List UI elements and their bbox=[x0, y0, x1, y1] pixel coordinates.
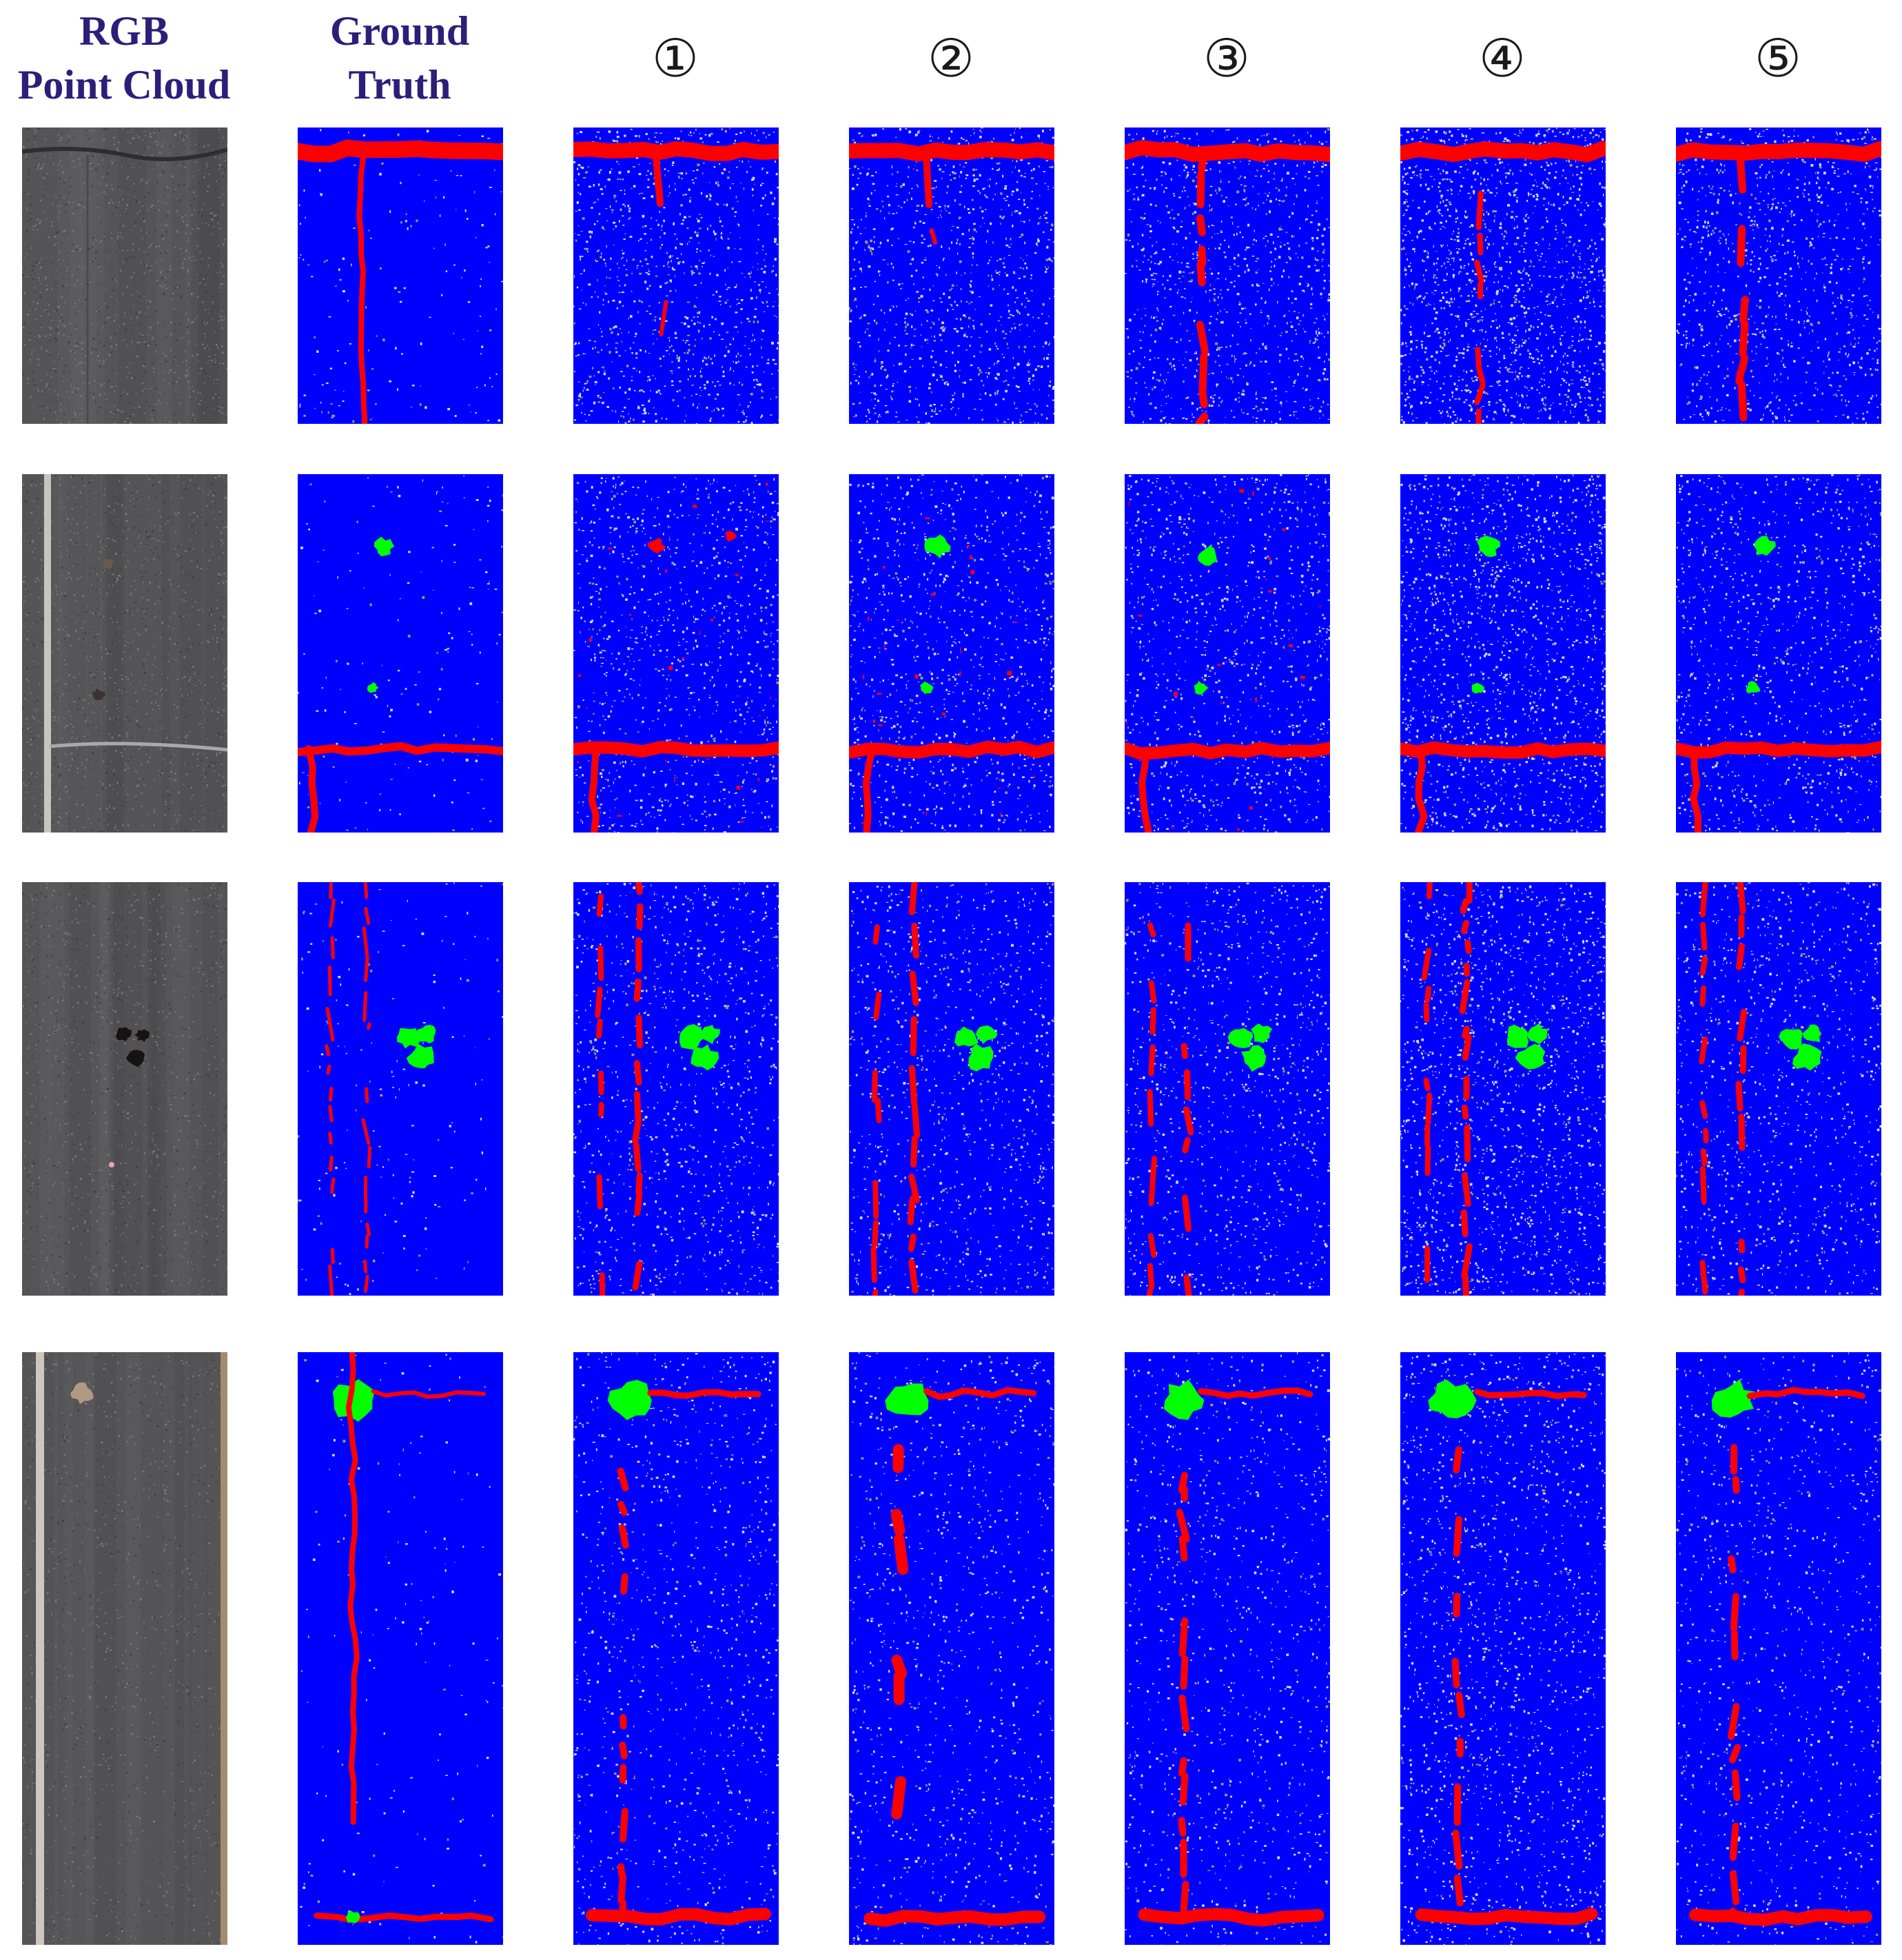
segmentation-map bbox=[1400, 127, 1606, 424]
segmentation-map bbox=[849, 474, 1054, 833]
panel-row2-rgb bbox=[22, 474, 227, 833]
segmentation-map bbox=[1125, 882, 1330, 1296]
panel-row2-method-5 bbox=[1676, 474, 1881, 833]
segmentation-map bbox=[1676, 474, 1881, 833]
segmentation-map bbox=[1676, 1352, 1881, 1945]
panel-row2-method-2 bbox=[849, 474, 1054, 833]
panel-row1-method-5 bbox=[1676, 127, 1881, 424]
panel-row3-rgb bbox=[22, 882, 227, 1296]
header-gt-line2: Truth bbox=[289, 58, 510, 112]
panel-row4-rgb bbox=[22, 1352, 227, 1945]
header-method-1: ① bbox=[572, 32, 779, 85]
panel-row1-rgb bbox=[22, 127, 227, 424]
panel-row2-method-3 bbox=[1125, 474, 1330, 833]
header-method-2: ② bbox=[848, 32, 1054, 85]
segmentation-map bbox=[1676, 127, 1881, 424]
pavement-point-cloud-image bbox=[22, 127, 227, 424]
segmentation-map bbox=[1125, 1352, 1330, 1945]
segmentation-map bbox=[1400, 882, 1606, 1296]
panel-row1-ground-truth bbox=[298, 127, 503, 424]
panel-row3-ground-truth bbox=[298, 882, 503, 1296]
segmentation-map bbox=[573, 127, 779, 424]
panel-row3-method-1 bbox=[573, 882, 779, 1296]
panel-row4-method-5 bbox=[1676, 1352, 1881, 1945]
panel-row3-method-3 bbox=[1125, 882, 1330, 1296]
header-rgb-point-cloud: RGB Point Cloud bbox=[7, 4, 241, 112]
panel-row3-method-5 bbox=[1676, 882, 1881, 1296]
panel-row1-method-4 bbox=[1400, 127, 1606, 424]
panel-row4-ground-truth bbox=[298, 1352, 503, 1945]
segmentation-map bbox=[1676, 882, 1881, 1296]
header-rgb-line2: Point Cloud bbox=[7, 58, 241, 112]
panel-row4-method-1 bbox=[573, 1352, 779, 1945]
segmentation-map bbox=[849, 127, 1054, 424]
segmentation-map bbox=[298, 1352, 503, 1945]
panel-row3-method-2 bbox=[849, 882, 1054, 1296]
header-method-5: ⑤ bbox=[1675, 32, 1881, 85]
header-rgb-line1: RGB bbox=[7, 4, 241, 58]
segmentation-map bbox=[1400, 1352, 1606, 1945]
segmentation-map bbox=[573, 1352, 779, 1945]
header-gt-line1: Ground bbox=[289, 4, 510, 58]
pavement-point-cloud-image bbox=[22, 882, 227, 1296]
panel-row4-method-2 bbox=[849, 1352, 1054, 1945]
pavement-point-cloud-image bbox=[22, 474, 227, 833]
panel-row2-ground-truth bbox=[298, 474, 503, 833]
pavement-point-cloud-image bbox=[22, 1352, 227, 1945]
segmentation-map bbox=[573, 882, 779, 1296]
segmentation-map bbox=[849, 882, 1054, 1296]
segmentation-map bbox=[298, 127, 503, 424]
panel-row1-method-2 bbox=[849, 127, 1054, 424]
panel-row3-method-4 bbox=[1400, 882, 1606, 1296]
panel-row1-method-1 bbox=[573, 127, 779, 424]
panel-row1-method-3 bbox=[1125, 127, 1330, 424]
segmentation-map bbox=[1125, 474, 1330, 833]
header-method-3: ③ bbox=[1123, 32, 1330, 85]
header-method-4: ④ bbox=[1399, 32, 1606, 85]
panel-row2-method-4 bbox=[1400, 474, 1606, 833]
panel-row4-method-3 bbox=[1125, 1352, 1330, 1945]
segmentation-map bbox=[298, 474, 503, 833]
segmentation-map bbox=[849, 1352, 1054, 1945]
segmentation-map bbox=[573, 474, 779, 833]
segmentation-map bbox=[1400, 474, 1606, 833]
header-ground-truth: Ground Truth bbox=[289, 4, 510, 112]
panel-row4-method-4 bbox=[1400, 1352, 1606, 1945]
panel-row2-method-1 bbox=[573, 474, 779, 833]
segmentation-map bbox=[1125, 127, 1330, 424]
segmentation-map bbox=[298, 882, 503, 1296]
